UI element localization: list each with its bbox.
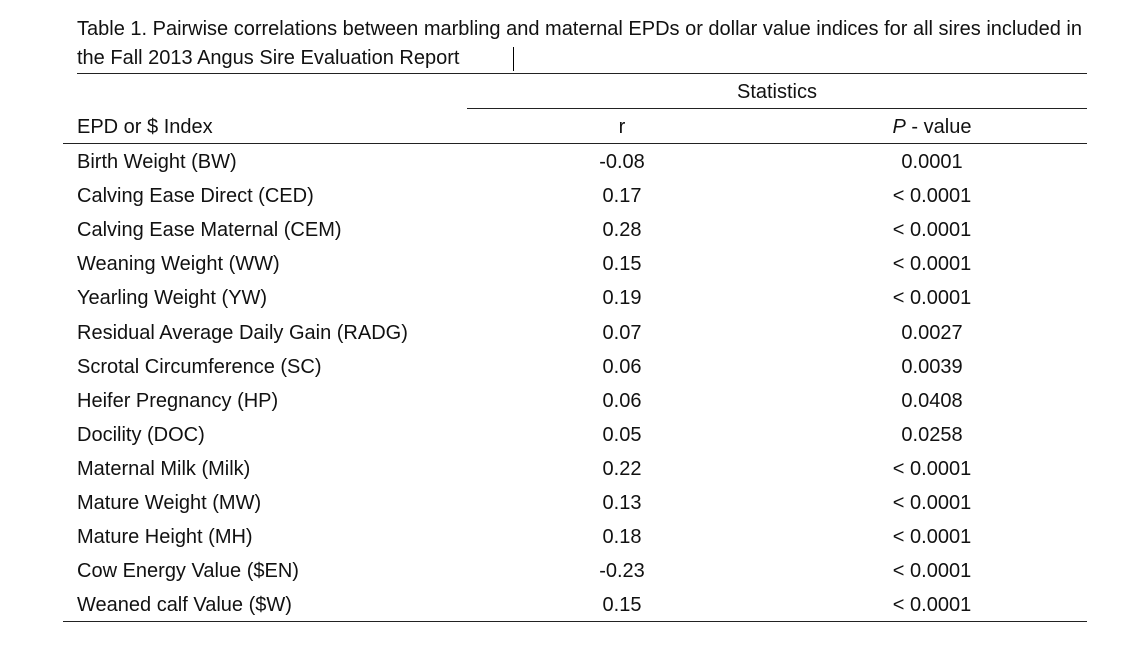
header-r: r [618, 116, 626, 138]
bottom-rule [63, 621, 1087, 622]
header-p-letter: P [892, 116, 906, 138]
row-r-value: 0.15 [602, 594, 642, 616]
row-label: Mature Height (MH) [77, 526, 253, 548]
row-p-value: 0.0001 [901, 151, 963, 173]
row-label: Calving Ease Maternal (CEM) [77, 219, 342, 241]
row-label: Mature Weight (MW) [77, 492, 262, 514]
row-p-value: < 0.0001 [892, 594, 972, 616]
row-r-value: 0.17 [602, 185, 642, 207]
row-r-value: 0.07 [602, 322, 642, 344]
statistics-underline [467, 108, 1087, 109]
row-label: Yearling Weight (YW) [77, 287, 268, 309]
row-label: Weaning Weight (WW) [77, 253, 280, 275]
row-label: Maternal Milk (Milk) [77, 458, 251, 480]
row-r-value: -0.23 [599, 560, 645, 582]
text-cursor [513, 47, 514, 71]
row-p-value: < 0.0001 [892, 253, 972, 275]
row-r-value: 0.05 [602, 424, 642, 446]
row-r-value: 0.28 [602, 219, 642, 241]
statistics-group-header: Statistics [736, 81, 818, 103]
row-p-value: < 0.0001 [892, 492, 972, 514]
row-label: Birth Weight (BW) [77, 151, 237, 173]
header-epd-index: EPD or $ Index [77, 116, 213, 138]
row-label: Scrotal Circumference (SC) [77, 356, 322, 378]
row-p-value: < 0.0001 [892, 526, 972, 548]
row-r-value: 0.13 [602, 492, 642, 514]
row-p-value: 0.0408 [901, 390, 963, 412]
row-p-value: < 0.0001 [892, 287, 972, 309]
row-p-value: 0.0027 [901, 322, 963, 344]
header-rule [63, 143, 1087, 144]
row-label: Weaned calf Value ($W) [77, 594, 292, 616]
row-p-value: < 0.0001 [892, 560, 972, 582]
row-r-value: 0.15 [602, 253, 642, 275]
row-label: Heifer Pregnancy (HP) [77, 390, 279, 412]
row-r-value: 0.19 [602, 287, 642, 309]
top-rule [77, 73, 1087, 74]
table-caption: Table 1. Pairwise correlations between m… [77, 18, 1082, 69]
row-p-value: < 0.0001 [892, 219, 972, 241]
row-r-value: 0.18 [602, 526, 642, 548]
header-p-rest: - value [905, 116, 972, 138]
row-label: Calving Ease Direct (CED) [77, 185, 314, 207]
row-r-value: -0.08 [599, 151, 645, 173]
row-p-value: 0.0258 [901, 424, 963, 446]
row-label: Cow Energy Value ($EN) [77, 560, 299, 582]
row-p-value: 0.0039 [901, 356, 963, 378]
header-p-value: P - value [856, 115, 1008, 139]
row-label: Residual Average Daily Gain (RADG) [77, 322, 408, 344]
row-p-value: < 0.0001 [892, 185, 972, 207]
row-r-value: 0.06 [602, 356, 642, 378]
row-r-value: 0.06 [602, 390, 642, 412]
row-r-value: 0.22 [602, 458, 642, 480]
row-p-value: < 0.0001 [892, 458, 972, 480]
row-label: Docility (DOC) [77, 424, 205, 446]
